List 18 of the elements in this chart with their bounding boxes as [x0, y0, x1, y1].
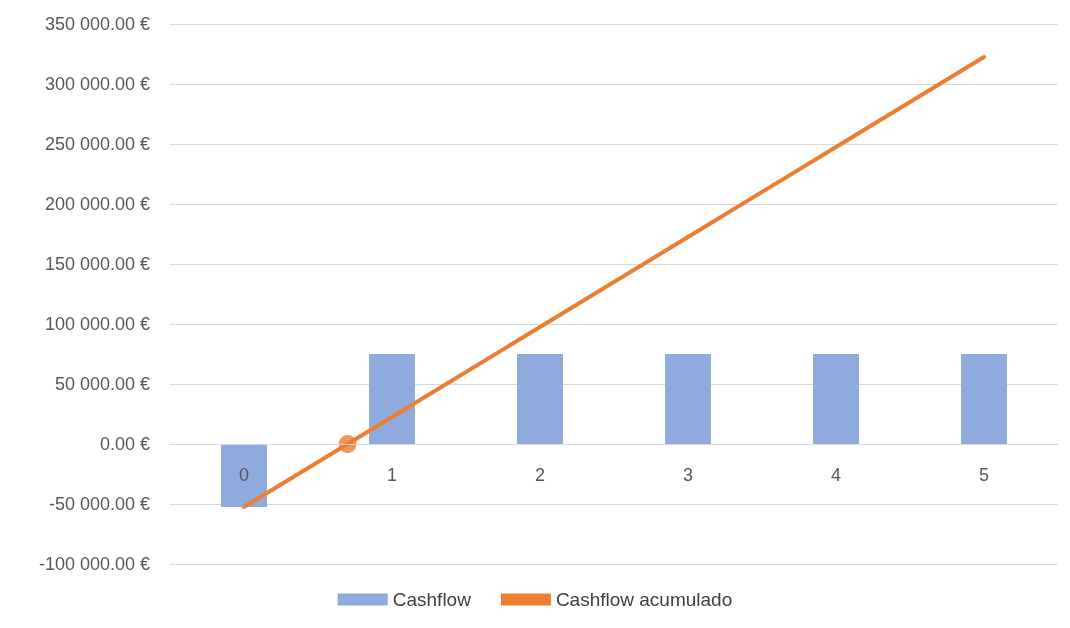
y-tick-label: 100 000.00 €: [44, 314, 150, 334]
y-tick-label: 50 000.00 €: [54, 374, 150, 394]
y-tick-label: 0.00 €: [99, 434, 150, 454]
x-tick-label: 2: [534, 465, 546, 485]
legend-label: Cashflow: [392, 589, 472, 610]
x-tick-label: 4: [830, 465, 842, 485]
x-tick-label: 5: [978, 465, 990, 485]
y-tick-label: 200 000.00 €: [44, 194, 150, 214]
y-tick-label: 300 000.00 €: [44, 74, 150, 94]
x-tick-label: 0: [238, 465, 250, 485]
y-tick-label: 150 000.00 €: [44, 254, 150, 274]
y-tick-label: 350 000.00 €: [44, 14, 150, 34]
y-tick-label: 250 000.00 €: [44, 134, 150, 154]
x-tick-label: 1: [386, 465, 398, 485]
legend-label: Cashflow acumulado: [555, 589, 733, 610]
x-tick-label: 3: [682, 465, 694, 485]
y-tick-label: -100 000.00 €: [38, 554, 150, 574]
y-tick-label: -50 000.00 €: [48, 494, 150, 514]
